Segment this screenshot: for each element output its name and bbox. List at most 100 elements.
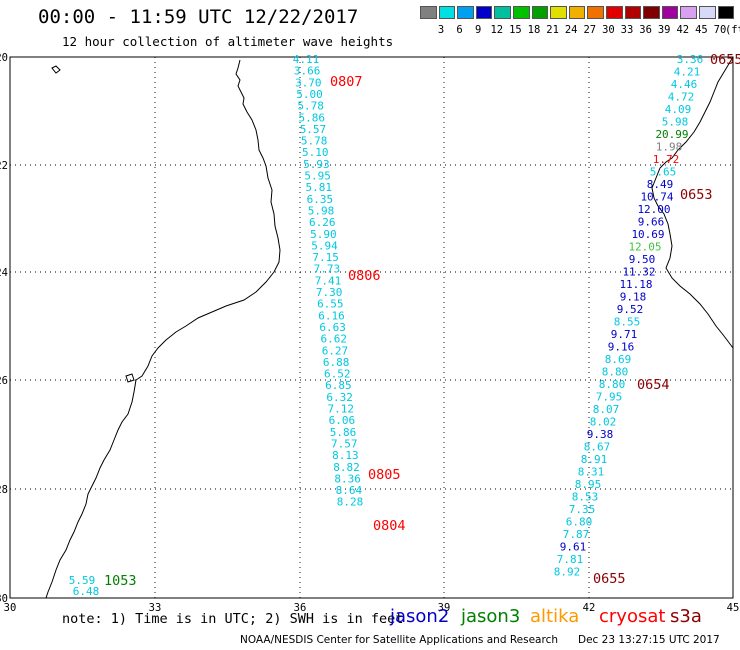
swh-value-track-b: 4.72 (668, 91, 695, 104)
swh-value-track-b: 7.81 (557, 553, 584, 566)
swh-value-track-a: 5.86 (299, 111, 326, 124)
map-title: 00:00 - 11:59 UTC 12/22/2017 (38, 6, 359, 28)
swh-value-track-b: 7.35 (569, 503, 596, 516)
colorbar-swatch (513, 6, 530, 19)
island-shape (125, 373, 135, 383)
swh-value-track-a: 6.06 (329, 414, 356, 427)
colorbar-swatch (438, 6, 456, 19)
swh-value-track-b: 12.00 (637, 203, 670, 216)
map-frame (9, 56, 734, 599)
swh-value-track-b: 5.65 (650, 166, 677, 179)
colorbar-label: 33 (620, 24, 634, 36)
swh-value-track-b: 7.95 (596, 391, 623, 404)
swh-value-track-a: 7.57 (331, 437, 358, 450)
swh-value-track-b: 3.36 (677, 53, 704, 66)
swh-value-track-c: 6.48 (73, 585, 100, 598)
swh-value-track-a: 6.63 (319, 321, 346, 334)
map-border (9, 56, 734, 599)
swh-value-track-b: 4.09 (665, 103, 692, 116)
swh-value-track-a: 6.62 (321, 333, 348, 346)
satellite-legend-item: jason2 (390, 606, 450, 627)
colorbar-swatch (568, 6, 586, 19)
wave-height-labels: 4.113.663.705.005.785.865.575.785.105.93… (69, 52, 740, 598)
swh-value-track-a: 6.32 (326, 391, 353, 404)
swh-value-track-b: 4.46 (671, 78, 698, 91)
colorbar-label: 18 (527, 24, 541, 36)
axis-ticks: 30 33 36 39 42 45 -20 -22 -24 -26 -28 -30 (0, 52, 739, 614)
y-tick-label: -20 (0, 52, 8, 64)
swh-value-track-a: 7.15 (312, 251, 339, 264)
east-coastline (651, 56, 734, 349)
colorbar-label: 30 (602, 24, 615, 36)
colorbar-label: 15 (509, 24, 522, 36)
swh-value-track-a: 8.36 (334, 472, 361, 485)
colorbar-unit: (ft) (724, 24, 740, 36)
swh-value-track-b: 20.99 (655, 128, 688, 141)
colorbar-label: 6 (456, 24, 463, 36)
pass-time-label: 0653 (680, 187, 713, 203)
colorbar-swatch (550, 6, 567, 19)
swh-value-track-a: 6.88 (323, 356, 350, 369)
swh-value-track-a: 6.16 (318, 309, 345, 322)
x-tick-label: 36 (294, 602, 307, 614)
swh-value-track-b: 9.18 (620, 291, 647, 304)
satellite-legend-item: cryosat (599, 606, 666, 627)
colorbar-label: 36 (639, 24, 652, 36)
y-tick-label: -26 (0, 375, 8, 387)
swh-value-track-b: 10.69 (631, 228, 664, 241)
swh-value-track-b: 1.72 (653, 153, 680, 166)
swh-value-track-b: 8.92 (554, 566, 581, 579)
swh-value-track-a: 8.64 (336, 484, 363, 497)
swh-value-track-b: 8.55 (614, 316, 641, 329)
swh-value-track-a: 5.98 (308, 204, 335, 217)
swh-value-track-b: 7.87 (563, 528, 590, 541)
colorbar-swatch (680, 6, 697, 19)
swh-value-track-b: 8.49 (647, 178, 674, 191)
swh-value-track-a: 5.00 (296, 88, 323, 101)
swh-value-track-b: 9.71 (611, 328, 638, 341)
swh-value-track-b: 9.66 (638, 216, 665, 229)
swh-value-track-b: 6.80 (566, 516, 593, 529)
satellite-legend-item: altika (530, 606, 580, 627)
credit-text: NOAA/NESDIS Center for Satellite Applica… (240, 634, 558, 646)
swh-value-track-b: 8.07 (593, 403, 620, 416)
swh-value-track-b: 9.61 (560, 541, 587, 554)
swh-value-track-a: 4.11 (293, 53, 320, 66)
swh-value-track-b: 8.02 (590, 416, 617, 429)
swh-value-track-b: 8.53 (572, 491, 599, 504)
pass-time-label: 0805 (368, 467, 401, 483)
swh-value-track-a: 5.93 (303, 158, 330, 171)
y-tick-label: -30 (0, 593, 8, 605)
swh-value-track-a: 5.86 (330, 426, 357, 439)
west-coastline (45, 59, 281, 599)
pass-time-label: 1053 (104, 573, 137, 589)
swh-value-track-a: 8.28 (337, 496, 364, 509)
colorbar-label: 9 (475, 24, 482, 36)
swh-value-track-b: 9.50 (629, 253, 656, 266)
swh-value-track-a: 8.13 (332, 449, 359, 462)
swh-value-track-a: 7.30 (316, 286, 343, 299)
swh-value-track-b: 8.95 (575, 478, 602, 491)
swh-value-track-a: 5.81 (305, 181, 332, 194)
swh-value-track-a: 5.94 (311, 239, 338, 252)
swh-value-track-a: 6.52 (324, 368, 351, 381)
swh-value-track-a: 5.78 (301, 135, 328, 148)
colorbar-label: 3 (437, 24, 445, 36)
colorbar-swatch (531, 6, 549, 19)
colorbar-swatch (624, 6, 642, 19)
swh-value-track-a: 5.90 (310, 228, 337, 241)
satellite-legend-item: s3a (670, 606, 702, 627)
swh-value-track-b: 9.52 (617, 303, 644, 316)
colorbar-label: 39 (657, 24, 671, 36)
swh-value-track-a: 7.41 (315, 274, 342, 287)
colorbar-label: 24 (564, 24, 578, 36)
x-tick-label: 30 (4, 602, 17, 614)
y-tick-label: -28 (0, 484, 8, 496)
swh-value-track-a: 5.10 (302, 146, 329, 159)
swh-value-track-a: 5.78 (297, 100, 324, 113)
colorbar-swatch (606, 6, 623, 19)
colorbar-swatch (587, 6, 604, 19)
x-tick-label: 33 (149, 602, 162, 614)
colorbar-swatch (643, 6, 660, 19)
